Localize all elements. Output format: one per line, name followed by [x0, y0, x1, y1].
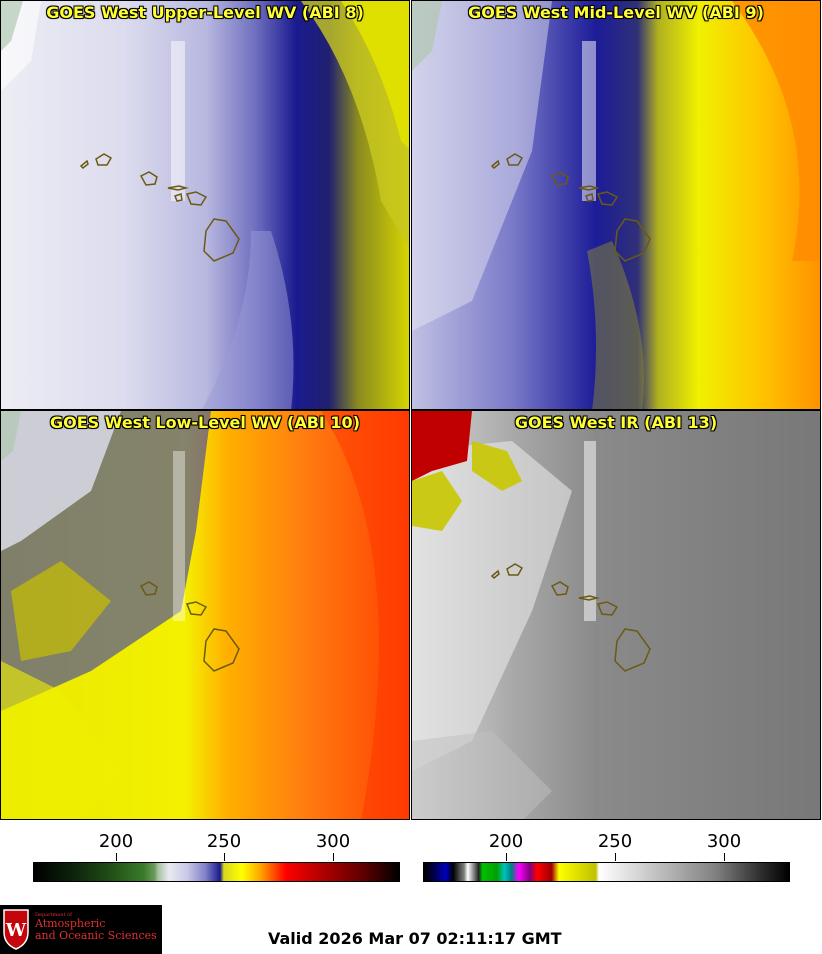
hawaii-coastline	[490, 153, 651, 262]
tick-label: 250	[597, 831, 633, 852]
aos-logo: W Department of Atmospheric and Oceanic …	[0, 905, 162, 954]
panel-title: GOES West Upper-Level WV (ABI 8)	[46, 3, 364, 22]
hawaii-coastline	[139, 581, 240, 672]
tick-mark	[116, 853, 117, 861]
ir-colorbar	[423, 862, 790, 882]
svg-text:W: W	[5, 920, 27, 941]
ir-panel: GOES West IR (ABI 13)	[411, 410, 821, 820]
panel-title: GOES West Mid-Level WV (ABI 9)	[468, 3, 764, 22]
logo-line2: Atmospheric	[35, 917, 106, 931]
tick-label: 200	[488, 831, 524, 852]
hawaii-coastline	[79, 153, 240, 262]
tick-label: 200	[98, 831, 134, 852]
tick-mark	[506, 853, 507, 861]
upper-level-wv-panel: GOES West Upper-Level WV (ABI 8)	[0, 0, 410, 410]
low-level-wv-panel: GOES West Low-Level WV (ABI 10)	[0, 410, 410, 820]
logo-line1: Department of	[35, 912, 72, 918]
tick-mark	[224, 853, 225, 861]
low-level-wv-image	[1, 411, 409, 819]
hawaii-coastline	[490, 563, 651, 672]
wv-colorbar-ticks: 200 250 300	[0, 831, 411, 871]
tick-label: 300	[706, 831, 742, 852]
valid-time: Valid 2026 Mar 07 02:11:17 GMT	[268, 929, 562, 948]
wv-colorbar	[33, 862, 400, 882]
tick-label: 300	[315, 831, 351, 852]
tick-mark	[333, 853, 334, 861]
logo-line3: and Oceanic Sciences	[35, 928, 157, 942]
mid-level-wv-panel: GOES West Mid-Level WV (ABI 9)	[411, 0, 821, 410]
ir-image	[412, 411, 820, 819]
upper-level-wv-image	[1, 1, 409, 409]
tick-label: 250	[206, 831, 242, 852]
uw-crest-icon: W	[3, 909, 29, 950]
ir-colorbar-ticks: 200 250 300	[411, 831, 822, 871]
panel-title: GOES West Low-Level WV (ABI 10)	[49, 413, 360, 432]
logo-text: Department of Atmospheric and Oceanic Sc…	[35, 912, 157, 942]
tick-mark	[724, 853, 725, 861]
mid-level-wv-image	[412, 1, 820, 409]
panel-title: GOES West IR (ABI 13)	[514, 413, 718, 432]
tick-mark	[615, 853, 616, 861]
